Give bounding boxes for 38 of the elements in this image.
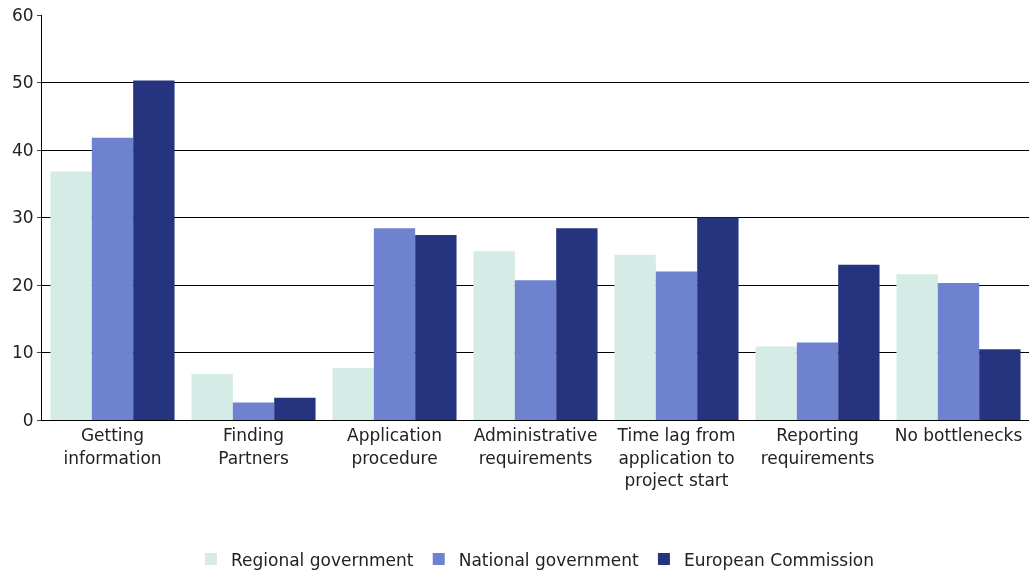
- bar: [373, 228, 416, 420]
- bar: [937, 282, 980, 420]
- y-tick-label: 50: [11, 72, 34, 93]
- legend-label: European Commission: [683, 549, 875, 570]
- x-tick-label: No bottlenecks: [894, 425, 1023, 446]
- bar: [133, 80, 175, 420]
- y-tick-label: 30: [11, 207, 34, 228]
- x-tick-label: Time lag from application to project start: [616, 425, 736, 490]
- bar: [274, 397, 316, 420]
- bar: [473, 251, 515, 420]
- bar: [614, 254, 656, 420]
- y-tick-label: 0: [22, 409, 34, 430]
- legend-label: Regional government: [231, 549, 414, 570]
- bar: [838, 264, 880, 420]
- bar: [655, 271, 698, 420]
- y-tick-label: 60: [11, 4, 34, 25]
- bar: [556, 228, 598, 420]
- bar: [332, 368, 374, 420]
- bar: [514, 280, 557, 420]
- bar: [796, 342, 839, 420]
- bar: [232, 402, 275, 420]
- bar: [755, 346, 797, 420]
- bar: [191, 374, 233, 420]
- y-tick-label: 10: [11, 342, 34, 363]
- bar: [50, 171, 92, 420]
- bar: [697, 217, 739, 420]
- x-tick-label: Getting information: [63, 425, 162, 468]
- x-tick-label: Reporting requirements: [760, 425, 875, 468]
- y-tick-label: 40: [11, 139, 34, 160]
- x-tick-label: Application procedure: [347, 425, 442, 468]
- legend-label: National government: [458, 549, 639, 570]
- bar: [91, 137, 134, 420]
- bar: [415, 235, 457, 420]
- bar: [896, 274, 938, 420]
- x-tick-label: Finding Partners: [218, 425, 289, 468]
- y-tick-label: 20: [11, 274, 34, 295]
- bar: [979, 349, 1021, 420]
- x-tick-label: Administrative requirements: [473, 425, 598, 468]
